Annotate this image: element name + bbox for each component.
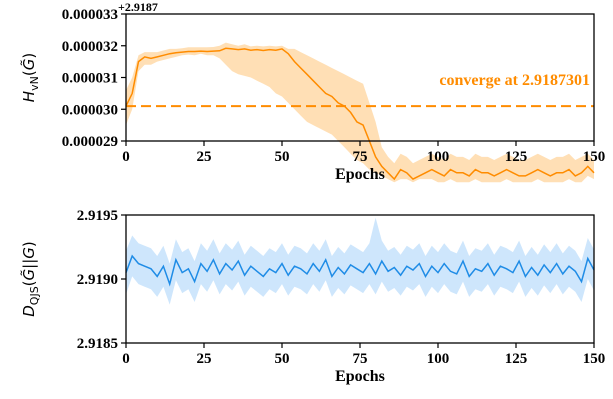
x-tick-label: 0 [122,149,130,165]
bottom-y-ticks: 2.9185 2.9190 2.9195 [77,208,126,352]
x-tick-label: 150 [583,149,606,165]
y-tick-label: 2.9195 [77,208,118,224]
bottom-confidence-band [126,217,594,305]
x-tick-label: 25 [197,351,212,367]
bottom-panel: 0 25 50 75 100 125 150 2.9185 2.9190 2.9195 Epoc… [19,208,605,385]
top-confidence-band [126,42,594,183]
top-series-line [125,47,595,181]
x-tick-label: 125 [505,149,528,165]
y-tick-label: 0.000033 [62,7,118,23]
x-tick-label: 75 [353,351,368,367]
bottom-series-line [125,254,595,287]
y-tick-label: 0.000029 [62,134,118,150]
top-x-ticks: 0 25 50 75 100 125 150 [122,141,605,165]
y-tick-label: 0.000031 [62,71,118,87]
y-tick-label: 0.000032 [62,39,118,55]
bottom-y-axis-label: DQJS(G̃||G) [19,241,41,317]
x-tick-label: 100 [427,149,450,165]
x-tick-label: 50 [275,351,290,367]
y-tick-label: 2.9190 [77,272,118,288]
bottom-x-ticks: 0 25 50 75 100 125 150 [122,343,605,367]
y-tick-label: 2.9185 [77,336,118,352]
x-tick-label: 125 [505,351,528,367]
y-tick-label: 0.000030 [62,102,118,118]
x-tick-label: 100 [427,351,450,367]
x-tick-label: 75 [353,149,368,165]
top-x-axis-label: Epochs [335,166,385,183]
bottom-x-axis-label: Epochs [335,368,385,385]
top-panel: 0 25 50 75 100 125 150 0.000029 0.000030 0.00003… [19,0,605,183]
x-tick-label: 50 [275,149,290,165]
top-y-axis-label: HvN(G̃) [19,53,41,102]
x-tick-label: 150 [583,351,606,367]
x-tick-label: 0 [122,351,130,367]
top-annotation: converge at 2.9187301 [439,72,590,89]
top-y-ticks: 0.000029 0.000030 0.000031 0.000032 0.000033 [62,7,126,150]
top-offset-label: +2.9187 [118,0,158,14]
x-tick-label: 25 [197,149,212,165]
